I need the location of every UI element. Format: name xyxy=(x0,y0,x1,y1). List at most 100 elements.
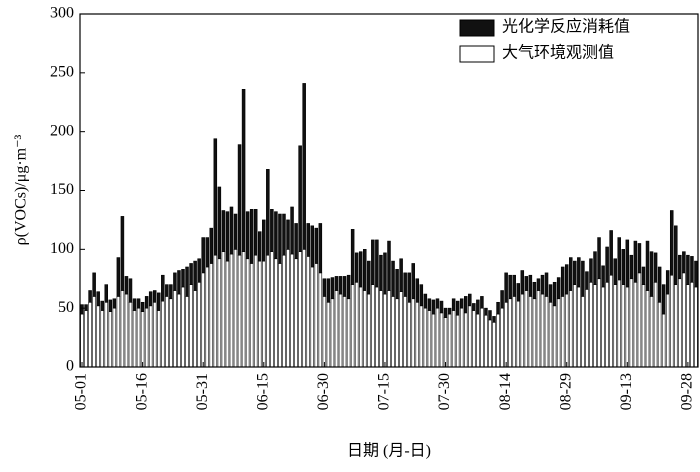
bar xyxy=(560,266,565,297)
x-tick-label: 05-16 xyxy=(133,373,150,410)
bar xyxy=(221,210,226,252)
bar xyxy=(92,272,96,297)
bar xyxy=(472,310,476,368)
bar xyxy=(686,254,690,285)
bar xyxy=(548,284,553,303)
bar xyxy=(407,301,411,368)
bar xyxy=(621,249,626,285)
bar xyxy=(334,290,339,368)
bar xyxy=(463,312,468,368)
bar xyxy=(136,298,141,309)
bar xyxy=(197,281,201,368)
bar xyxy=(249,209,254,264)
bar xyxy=(278,213,282,264)
bar xyxy=(645,290,650,368)
bar xyxy=(262,219,266,262)
bar xyxy=(488,319,492,368)
bar xyxy=(661,284,666,315)
bar xyxy=(682,251,686,274)
legend-label: 大气环境观测值 xyxy=(502,43,614,62)
bar xyxy=(354,252,359,283)
bar xyxy=(536,278,541,291)
bar xyxy=(205,266,209,368)
bar xyxy=(88,301,92,368)
bar xyxy=(633,281,638,368)
bar xyxy=(314,227,319,264)
bar xyxy=(585,289,589,368)
bar xyxy=(552,305,557,368)
bar xyxy=(80,304,84,315)
bar xyxy=(613,284,617,368)
bar xyxy=(205,237,209,268)
bar xyxy=(237,254,242,368)
bar xyxy=(407,272,411,303)
bar xyxy=(379,290,383,368)
bar xyxy=(96,305,100,368)
bar xyxy=(443,317,448,368)
x-tick-label: 06-30 xyxy=(315,373,332,410)
y-tick-label: 100 xyxy=(50,240,74,257)
bar xyxy=(694,260,698,288)
bar xyxy=(346,298,351,368)
bar xyxy=(500,307,504,368)
bar xyxy=(504,301,508,368)
bar xyxy=(221,251,226,368)
bar xyxy=(233,249,238,368)
bar xyxy=(492,321,496,368)
bar xyxy=(100,300,104,311)
bar xyxy=(674,284,678,368)
bar xyxy=(601,265,605,288)
bar xyxy=(415,278,420,303)
bar xyxy=(415,301,420,368)
bar xyxy=(641,266,646,285)
bar xyxy=(257,260,262,368)
bar xyxy=(597,237,601,280)
bar xyxy=(310,266,315,368)
bar xyxy=(185,296,189,368)
bar xyxy=(488,310,492,321)
bar xyxy=(270,209,274,252)
bar xyxy=(104,301,109,368)
bar xyxy=(528,296,533,368)
bar xyxy=(387,240,391,291)
x-tick-label: 08-29 xyxy=(557,373,574,410)
bar xyxy=(552,281,557,307)
bar xyxy=(637,272,642,368)
bar xyxy=(189,263,193,285)
bar xyxy=(193,290,197,368)
bar xyxy=(278,263,282,368)
bar xyxy=(213,254,218,368)
x-tick-label: 08-14 xyxy=(497,373,514,410)
bar xyxy=(492,316,496,323)
x-tick-label: 05-01 xyxy=(73,373,90,410)
bar xyxy=(678,278,682,368)
bar xyxy=(649,251,654,297)
bar xyxy=(274,258,278,368)
bar xyxy=(233,213,238,250)
bar xyxy=(193,260,197,291)
bar xyxy=(609,230,613,276)
bar xyxy=(403,272,407,297)
bar xyxy=(455,300,460,316)
bar xyxy=(181,286,185,368)
bar xyxy=(124,276,129,295)
bar xyxy=(104,284,109,303)
bar xyxy=(177,293,181,368)
bar xyxy=(338,293,343,368)
bar xyxy=(225,211,230,262)
bar xyxy=(569,290,573,368)
bar xyxy=(367,293,371,368)
bar xyxy=(294,223,298,260)
bar xyxy=(468,293,472,307)
bar xyxy=(128,301,133,368)
bar xyxy=(148,305,153,368)
bar xyxy=(427,298,432,311)
bar xyxy=(371,239,375,285)
bar xyxy=(116,257,121,297)
bar xyxy=(338,276,343,295)
bar xyxy=(249,263,254,368)
bar xyxy=(504,272,508,303)
bar xyxy=(112,298,117,309)
bar xyxy=(435,298,440,309)
bar xyxy=(669,274,674,368)
